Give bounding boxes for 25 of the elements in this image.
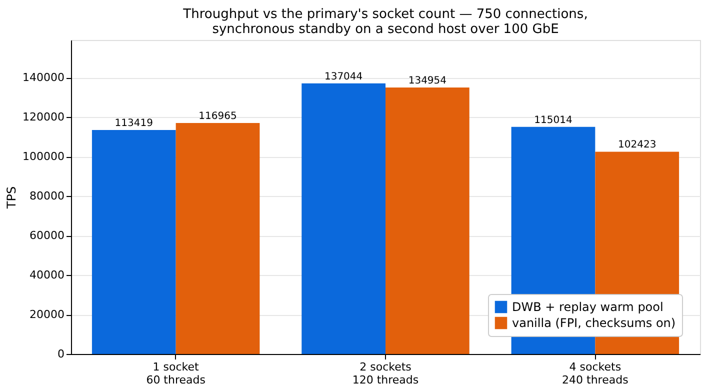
y-axis-title: TPS (4, 186, 19, 210)
x-tick-label: 1 socket 60 threads (146, 360, 206, 386)
bar (92, 130, 176, 354)
legend-label: DWB + replay warm pool (512, 300, 664, 314)
data-label: 137044 (324, 71, 363, 82)
chart-title: Throughput vs the primary's socket count — 750 connections, synchronous standby on a second host over 100 GbE (182, 7, 588, 37)
y-tick-label: 80000 (30, 190, 64, 203)
y-tick-label: 0 (58, 348, 64, 360)
data-label: 134954 (408, 75, 447, 86)
y-tick-label: 120000 (22, 110, 64, 124)
data-label: 116965 (198, 111, 237, 122)
legend-label: vanilla (FPI, checksums on) (512, 316, 676, 330)
data-label: 115014 (534, 114, 572, 126)
data-label: 102423 (618, 140, 656, 151)
y-tick-label: 100000 (22, 150, 64, 164)
y-tick-label: 60000 (30, 229, 64, 242)
y-tick-label: 140000 (22, 71, 64, 84)
y-tick-label: 20000 (30, 308, 64, 322)
data-label: 113419 (114, 118, 153, 130)
bar (302, 83, 386, 354)
bar (386, 87, 470, 354)
y-tick-label: 40000 (30, 268, 64, 282)
x-tick-label: 4 sockets 240 threads (562, 360, 629, 386)
bar (176, 123, 260, 354)
x-tick-label: 2 sockets 120 threads (352, 360, 419, 386)
